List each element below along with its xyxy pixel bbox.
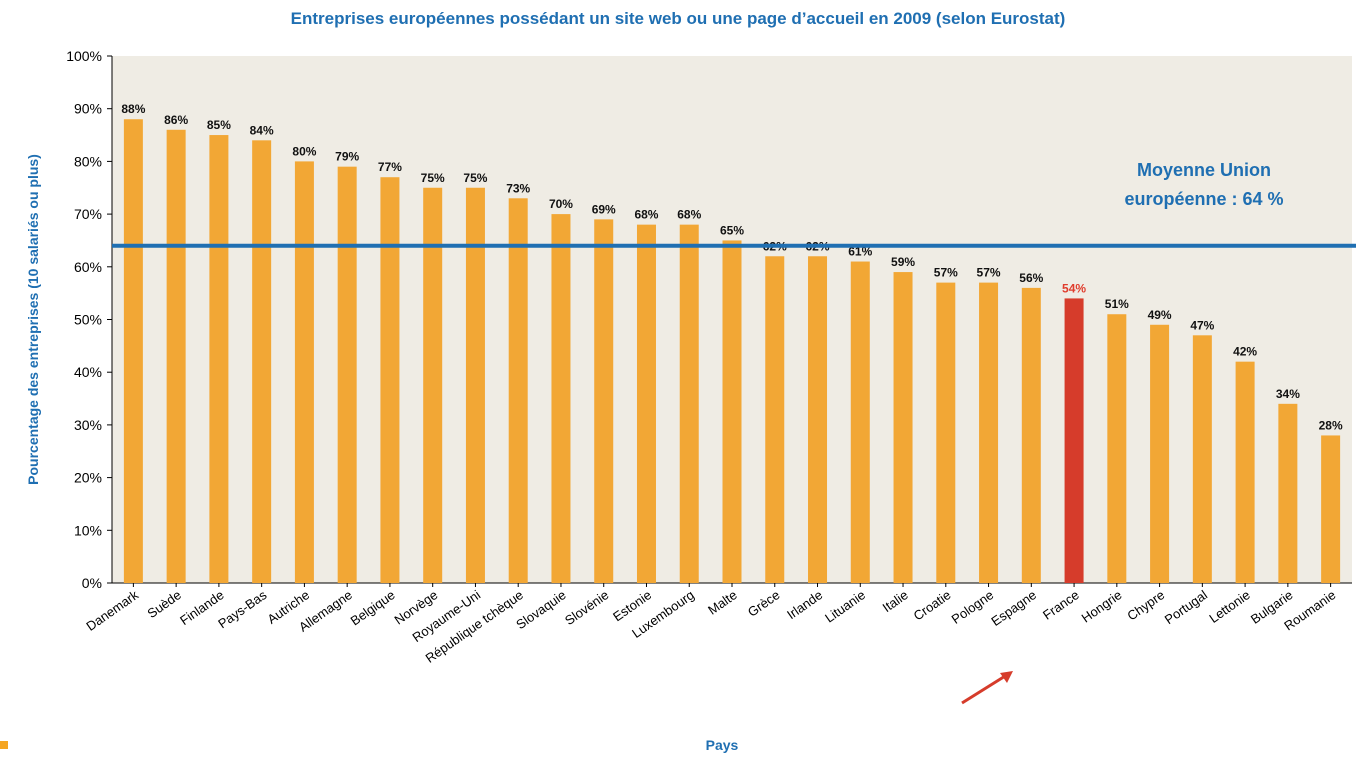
x-tick-label: Croatie — [911, 587, 954, 623]
data-label: 57% — [977, 266, 1001, 280]
bar — [1278, 403, 1298, 583]
x-tick-label: Slovénie — [562, 587, 611, 628]
data-label: 51% — [1105, 297, 1129, 311]
x-tick-label: Portugal — [1162, 587, 1210, 627]
data-label: 54% — [1062, 281, 1086, 295]
bar — [123, 119, 143, 584]
bar — [679, 224, 699, 583]
data-label: 80% — [292, 144, 316, 158]
data-label: 88% — [121, 102, 145, 116]
bar — [1021, 287, 1041, 583]
data-label: 61% — [848, 245, 872, 259]
y-axis-title: Pourcentage des entreprises (10 salariés… — [25, 154, 41, 485]
y-tick-label: 40% — [74, 364, 102, 380]
data-label: 70% — [549, 197, 573, 211]
data-label: 57% — [934, 266, 958, 280]
bar — [1235, 361, 1255, 583]
data-label: 68% — [677, 208, 701, 222]
x-tick-label: France — [1040, 587, 1082, 622]
data-label: 75% — [421, 171, 445, 185]
x-tick-label: Malte — [705, 587, 740, 618]
x-tick-label: Danemark — [83, 587, 141, 634]
bar — [1150, 324, 1170, 583]
x-tick-label: Espagne — [988, 587, 1039, 629]
data-label: 84% — [250, 123, 274, 137]
data-label: 34% — [1276, 387, 1300, 401]
bar — [294, 161, 314, 583]
bar — [252, 140, 272, 583]
x-tick-label: Belgique — [348, 587, 398, 628]
bar — [1107, 314, 1127, 583]
x-tick-label: Grèce — [745, 587, 783, 620]
data-label: 59% — [891, 255, 915, 269]
bar — [979, 282, 999, 583]
x-axis-title: Pays — [706, 737, 739, 753]
y-tick-label: 50% — [74, 312, 102, 328]
arrow-line — [961, 671, 1011, 705]
x-tick-label: Hongrie — [1079, 587, 1125, 625]
bar — [465, 187, 485, 583]
bar — [1064, 298, 1084, 583]
y-tick-label: 90% — [74, 101, 102, 117]
y-tick-label: 100% — [66, 48, 102, 64]
data-label: 68% — [634, 208, 658, 222]
y-tick-label: 80% — [74, 153, 102, 169]
bar — [337, 166, 357, 584]
x-tick-label: Irlande — [784, 587, 825, 622]
bar — [551, 214, 571, 583]
bar — [508, 198, 528, 584]
bar — [1192, 335, 1212, 583]
y-tick-label: 70% — [74, 206, 102, 222]
bar — [1321, 435, 1341, 583]
x-tick-label: Lituanie — [822, 587, 868, 625]
y-tick-label: 30% — [74, 417, 102, 433]
data-label: 73% — [506, 181, 530, 195]
x-tick-label: Pologne — [949, 587, 997, 627]
y-tick-label: 10% — [74, 522, 102, 538]
x-tick-label: Chypre — [1124, 587, 1167, 623]
data-label: 75% — [463, 171, 487, 185]
data-label: 28% — [1319, 418, 1343, 432]
data-label: 69% — [592, 202, 616, 216]
data-label: 47% — [1190, 318, 1214, 332]
arrow-head — [1000, 671, 1013, 683]
bar — [893, 272, 913, 583]
bar — [850, 261, 870, 583]
bar — [594, 219, 614, 583]
y-tick-label: 20% — [74, 470, 102, 486]
data-label: 77% — [378, 160, 402, 174]
bar — [380, 177, 400, 583]
chart-title: Entreprises européennes possédant un sit… — [290, 9, 1066, 28]
x-tick-label: Italie — [880, 587, 911, 615]
corner-mark — [0, 741, 8, 749]
average-line-label: européenne : 64 % — [1124, 189, 1283, 209]
data-label: 42% — [1233, 345, 1257, 359]
average-line-label: Moyenne Union — [1137, 160, 1271, 180]
x-tick-label: Pays-Bas — [215, 587, 270, 631]
bar — [722, 240, 742, 583]
y-tick-label: 0% — [82, 575, 102, 591]
data-label: 79% — [335, 150, 359, 164]
data-label: 49% — [1148, 308, 1172, 322]
bar — [166, 129, 186, 583]
bar — [209, 135, 229, 584]
bar — [765, 256, 785, 583]
data-label: 65% — [720, 223, 744, 237]
bar — [808, 256, 828, 583]
bar — [636, 224, 656, 583]
y-tick-label: 60% — [74, 259, 102, 275]
data-label: 86% — [164, 113, 188, 127]
data-label: 56% — [1019, 271, 1043, 285]
data-label: 85% — [207, 118, 231, 132]
bar — [936, 282, 956, 583]
x-tick-label: Lettonie — [1206, 587, 1253, 626]
bar — [423, 187, 443, 583]
